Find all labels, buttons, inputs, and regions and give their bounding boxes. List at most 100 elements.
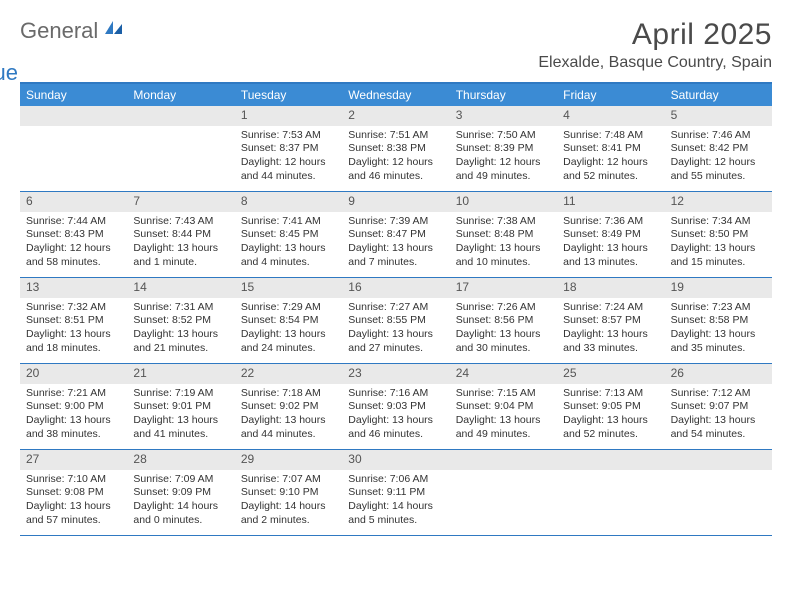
day-number: 28 <box>127 450 234 470</box>
day-content: Sunrise: 7:18 AMSunset: 9:02 PMDaylight:… <box>235 384 342 447</box>
day-content: Sunrise: 7:38 AMSunset: 8:48 PMDaylight:… <box>450 212 557 275</box>
calendar-cell: 18Sunrise: 7:24 AMSunset: 8:57 PMDayligh… <box>557 278 664 364</box>
sunset-line: Sunset: 9:02 PM <box>241 400 336 414</box>
day-content: Sunrise: 7:15 AMSunset: 9:04 PMDaylight:… <box>450 384 557 447</box>
day-number-empty <box>557 450 664 470</box>
daylight-line: Daylight: 13 hours and 46 minutes. <box>348 414 443 441</box>
calendar-cell: 8Sunrise: 7:41 AMSunset: 8:45 PMDaylight… <box>235 192 342 278</box>
day-content: Sunrise: 7:44 AMSunset: 8:43 PMDaylight:… <box>20 212 127 275</box>
day-content: Sunrise: 7:39 AMSunset: 8:47 PMDaylight:… <box>342 212 449 275</box>
day-content: Sunrise: 7:09 AMSunset: 9:09 PMDaylight:… <box>127 470 234 533</box>
day-number: 8 <box>235 192 342 212</box>
day-content: Sunrise: 7:41 AMSunset: 8:45 PMDaylight:… <box>235 212 342 275</box>
calendar-cell: 7Sunrise: 7:43 AMSunset: 8:44 PMDaylight… <box>127 192 234 278</box>
daylight-line: Daylight: 14 hours and 2 minutes. <box>241 500 336 527</box>
daylight-line: Daylight: 14 hours and 5 minutes. <box>348 500 443 527</box>
day-number-empty <box>127 106 234 126</box>
sunset-line: Sunset: 9:00 PM <box>26 400 121 414</box>
sunrise-line: Sunrise: 7:15 AM <box>456 387 551 401</box>
daylight-line: Daylight: 12 hours and 44 minutes. <box>241 156 336 183</box>
day-number: 14 <box>127 278 234 298</box>
sunrise-line: Sunrise: 7:44 AM <box>26 215 121 229</box>
daylight-line: Daylight: 13 hours and 7 minutes. <box>348 242 443 269</box>
weekday-header: Friday <box>557 84 664 106</box>
calendar-cell: 24Sunrise: 7:15 AMSunset: 9:04 PMDayligh… <box>450 364 557 450</box>
calendar-cell: 28Sunrise: 7:09 AMSunset: 9:09 PMDayligh… <box>127 450 234 536</box>
daylight-line: Daylight: 13 hours and 18 minutes. <box>26 328 121 355</box>
sunset-line: Sunset: 8:51 PM <box>26 314 121 328</box>
calendar-cell: 26Sunrise: 7:12 AMSunset: 9:07 PMDayligh… <box>665 364 772 450</box>
day-number: 7 <box>127 192 234 212</box>
sunrise-line: Sunrise: 7:39 AM <box>348 215 443 229</box>
title-location: Elexalde, Basque Country, Spain <box>538 54 772 72</box>
calendar-cell: 13Sunrise: 7:32 AMSunset: 8:51 PMDayligh… <box>20 278 127 364</box>
day-content: Sunrise: 7:43 AMSunset: 8:44 PMDaylight:… <box>127 212 234 275</box>
day-number: 10 <box>450 192 557 212</box>
calendar-cell: 29Sunrise: 7:07 AMSunset: 9:10 PMDayligh… <box>235 450 342 536</box>
calendar-cell: 12Sunrise: 7:34 AMSunset: 8:50 PMDayligh… <box>665 192 772 278</box>
day-number: 3 <box>450 106 557 126</box>
day-number: 21 <box>127 364 234 384</box>
sunrise-line: Sunrise: 7:18 AM <box>241 387 336 401</box>
logo-text-blue: Blue <box>0 60 18 86</box>
sunset-line: Sunset: 8:50 PM <box>671 228 766 242</box>
sunset-line: Sunset: 9:05 PM <box>563 400 658 414</box>
day-content: Sunrise: 7:51 AMSunset: 8:38 PMDaylight:… <box>342 126 449 189</box>
daylight-line: Daylight: 13 hours and 35 minutes. <box>671 328 766 355</box>
day-content: Sunrise: 7:23 AMSunset: 8:58 PMDaylight:… <box>665 298 772 361</box>
sunset-line: Sunset: 8:57 PM <box>563 314 658 328</box>
sunset-line: Sunset: 8:52 PM <box>133 314 228 328</box>
calendar-cell: 25Sunrise: 7:13 AMSunset: 9:05 PMDayligh… <box>557 364 664 450</box>
day-content: Sunrise: 7:12 AMSunset: 9:07 PMDaylight:… <box>665 384 772 447</box>
calendar-cell: 16Sunrise: 7:27 AMSunset: 8:55 PMDayligh… <box>342 278 449 364</box>
calendar-cell: 4Sunrise: 7:48 AMSunset: 8:41 PMDaylight… <box>557 106 664 192</box>
sunrise-line: Sunrise: 7:31 AM <box>133 301 228 315</box>
sunrise-line: Sunrise: 7:51 AM <box>348 129 443 143</box>
calendar-cell: 27Sunrise: 7:10 AMSunset: 9:08 PMDayligh… <box>20 450 127 536</box>
day-content: Sunrise: 7:13 AMSunset: 9:05 PMDaylight:… <box>557 384 664 447</box>
day-number: 24 <box>450 364 557 384</box>
daylight-line: Daylight: 13 hours and 21 minutes. <box>133 328 228 355</box>
sunset-line: Sunset: 8:44 PM <box>133 228 228 242</box>
daylight-line: Daylight: 12 hours and 58 minutes. <box>26 242 121 269</box>
daylight-line: Daylight: 13 hours and 13 minutes. <box>563 242 658 269</box>
daylight-line: Daylight: 12 hours and 55 minutes. <box>671 156 766 183</box>
day-content: Sunrise: 7:10 AMSunset: 9:08 PMDaylight:… <box>20 470 127 533</box>
day-number: 5 <box>665 106 772 126</box>
day-number: 13 <box>20 278 127 298</box>
sunrise-line: Sunrise: 7:48 AM <box>563 129 658 143</box>
logo: General Blue <box>20 18 126 44</box>
sunrise-line: Sunrise: 7:12 AM <box>671 387 766 401</box>
sunrise-line: Sunrise: 7:50 AM <box>456 129 551 143</box>
sunset-line: Sunset: 8:38 PM <box>348 142 443 156</box>
day-number: 25 <box>557 364 664 384</box>
daylight-line: Daylight: 13 hours and 44 minutes. <box>241 414 336 441</box>
weekday-header: Tuesday <box>235 84 342 106</box>
calendar-cell: 5Sunrise: 7:46 AMSunset: 8:42 PMDaylight… <box>665 106 772 192</box>
day-number: 30 <box>342 450 449 470</box>
day-number: 12 <box>665 192 772 212</box>
daylight-line: Daylight: 13 hours and 49 minutes. <box>456 414 551 441</box>
day-number: 15 <box>235 278 342 298</box>
calendar-cell: 23Sunrise: 7:16 AMSunset: 9:03 PMDayligh… <box>342 364 449 450</box>
calendar-cell: 3Sunrise: 7:50 AMSunset: 8:39 PMDaylight… <box>450 106 557 192</box>
sunrise-line: Sunrise: 7:46 AM <box>671 129 766 143</box>
sunrise-line: Sunrise: 7:19 AM <box>133 387 228 401</box>
daylight-line: Daylight: 13 hours and 27 minutes. <box>348 328 443 355</box>
sunrise-line: Sunrise: 7:38 AM <box>456 215 551 229</box>
sunrise-line: Sunrise: 7:24 AM <box>563 301 658 315</box>
calendar-cell: 9Sunrise: 7:39 AMSunset: 8:47 PMDaylight… <box>342 192 449 278</box>
calendar-body: 1Sunrise: 7:53 AMSunset: 8:37 PMDaylight… <box>20 106 772 536</box>
daylight-line: Daylight: 13 hours and 10 minutes. <box>456 242 551 269</box>
sunset-line: Sunset: 9:04 PM <box>456 400 551 414</box>
calendar-cell <box>20 106 127 192</box>
calendar-cell: 17Sunrise: 7:26 AMSunset: 8:56 PMDayligh… <box>450 278 557 364</box>
daylight-line: Daylight: 13 hours and 15 minutes. <box>671 242 766 269</box>
sunset-line: Sunset: 9:10 PM <box>241 486 336 500</box>
day-number: 23 <box>342 364 449 384</box>
day-content: Sunrise: 7:50 AMSunset: 8:39 PMDaylight:… <box>450 126 557 189</box>
sunrise-line: Sunrise: 7:43 AM <box>133 215 228 229</box>
sunrise-line: Sunrise: 7:09 AM <box>133 473 228 487</box>
sunset-line: Sunset: 8:39 PM <box>456 142 551 156</box>
day-number: 29 <box>235 450 342 470</box>
